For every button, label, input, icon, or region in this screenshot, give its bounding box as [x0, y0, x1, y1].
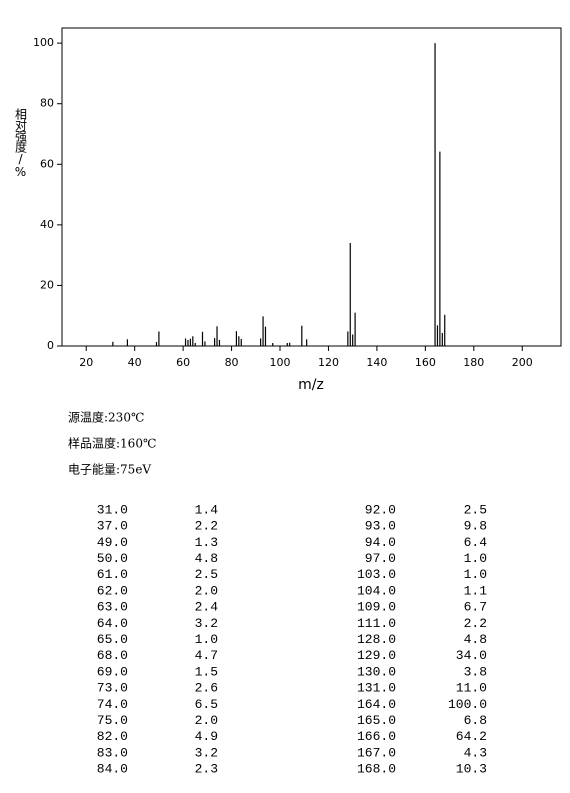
table-cell: 63.0 — [97, 600, 128, 615]
table-cell: 6.4 — [464, 535, 488, 550]
table-cell: 1.0 — [464, 567, 487, 582]
table-cell: 49.0 — [97, 535, 128, 550]
table-cell: 83.0 — [97, 745, 128, 760]
table-cell: 4.8 — [464, 632, 487, 647]
table-cell: 4.9 — [195, 729, 218, 744]
table-cell: 4.3 — [464, 745, 487, 760]
table-cell: 64.0 — [97, 616, 128, 631]
table-cell: 103.0 — [357, 567, 396, 582]
x-tick-label: 20 — [79, 356, 93, 369]
table-cell: 37.0 — [97, 519, 128, 534]
x-tick-label: 60 — [176, 356, 190, 369]
table-cell: 73.0 — [97, 681, 128, 696]
table-cell: 131.0 — [357, 681, 396, 696]
y-tick-label: 60 — [40, 157, 54, 170]
x-tick-label: 80 — [225, 356, 239, 369]
table-cell: 6.8 — [464, 713, 487, 728]
table-cell: 130.0 — [357, 664, 396, 679]
table-cell: 31.0 — [97, 502, 128, 517]
x-tick-label: 200 — [512, 356, 533, 369]
condition: 电子能量:75eV — [68, 463, 151, 477]
condition: 源温度:230℃ — [68, 410, 144, 425]
table-cell: 68.0 — [97, 648, 128, 663]
table-cell: 1.0 — [464, 551, 487, 566]
x-tick-label: 120 — [318, 356, 339, 369]
table-cell: 2.2 — [195, 519, 218, 534]
table-cell: 61.0 — [97, 567, 128, 582]
table-cell: 94.0 — [365, 535, 396, 550]
table-cell: 1.5 — [195, 664, 218, 679]
table-cell: 3.8 — [464, 664, 487, 679]
table-cell: 10.3 — [456, 762, 487, 777]
table-cell: 75.0 — [97, 713, 128, 728]
x-tick-label: 140 — [366, 356, 387, 369]
table-cell: 92.0 — [365, 502, 396, 517]
table-cell: 64.2 — [456, 729, 487, 744]
table-cell: 4.7 — [195, 648, 218, 663]
table-cell: 129.0 — [357, 648, 396, 663]
table-cell: 166.0 — [357, 729, 396, 744]
table-cell: 100.0 — [448, 697, 487, 712]
table-cell: 1.3 — [195, 535, 218, 550]
table-cell: 11.0 — [456, 681, 487, 696]
table-cell: 164.0 — [357, 697, 396, 712]
table-cell: 128.0 — [357, 632, 396, 647]
table-cell: 2.5 — [464, 502, 487, 517]
y-tick-label: 0 — [47, 339, 54, 352]
table-cell: 104.0 — [357, 583, 396, 598]
table-cell: 111.0 — [357, 616, 396, 631]
x-tick-label: 160 — [415, 356, 436, 369]
table-cell: 3.2 — [195, 616, 218, 631]
table-cell: 1.0 — [195, 632, 218, 647]
table-cell: 3.2 — [195, 745, 218, 760]
table-cell: 2.3 — [195, 762, 218, 777]
table-cell: 165.0 — [357, 713, 396, 728]
y-axis-label: 相对强度/% — [14, 108, 28, 178]
table-cell: 97.0 — [365, 551, 396, 566]
table-cell: 2.6 — [195, 681, 218, 696]
x-tick-label: 40 — [128, 356, 142, 369]
table-cell: 93.0 — [365, 519, 396, 534]
table-cell: 2.0 — [195, 583, 218, 598]
table-cell: 2.5 — [195, 567, 218, 582]
table-cell: 62.0 — [97, 583, 128, 598]
table-cell: 2.0 — [195, 713, 218, 728]
table-cell: 74.0 — [97, 697, 128, 712]
table-cell: 109.0 — [357, 600, 396, 615]
table-cell: 1.1 — [464, 583, 488, 598]
table-cell: 69.0 — [97, 664, 128, 679]
table-cell: 34.0 — [456, 648, 487, 663]
table-cell: 4.8 — [195, 551, 218, 566]
y-tick-label: 100 — [33, 36, 54, 49]
table-cell: 2.4 — [195, 600, 219, 615]
table-cell: 84.0 — [97, 762, 128, 777]
plot-frame — [61, 27, 562, 347]
x-tick-label: 180 — [463, 356, 484, 369]
table-cell: 167.0 — [357, 745, 396, 760]
y-tick-label: 20 — [40, 278, 54, 291]
table-cell: 50.0 — [97, 551, 128, 566]
y-tick-label: 80 — [40, 97, 54, 110]
table-cell: 6.7 — [464, 600, 487, 615]
table-cell: 6.5 — [195, 697, 218, 712]
condition: 样品温度:160℃ — [68, 436, 156, 451]
table-cell: 9.8 — [464, 519, 487, 534]
x-tick-label: 100 — [270, 356, 291, 369]
x-axis-label: m/z — [298, 377, 324, 393]
y-tick-label: 40 — [40, 218, 54, 231]
table-cell: 82.0 — [97, 729, 128, 744]
table-cell: 168.0 — [357, 762, 396, 777]
table-cell: 65.0 — [97, 632, 128, 647]
table-cell: 2.2 — [464, 616, 487, 631]
table-cell: 1.4 — [195, 502, 219, 517]
